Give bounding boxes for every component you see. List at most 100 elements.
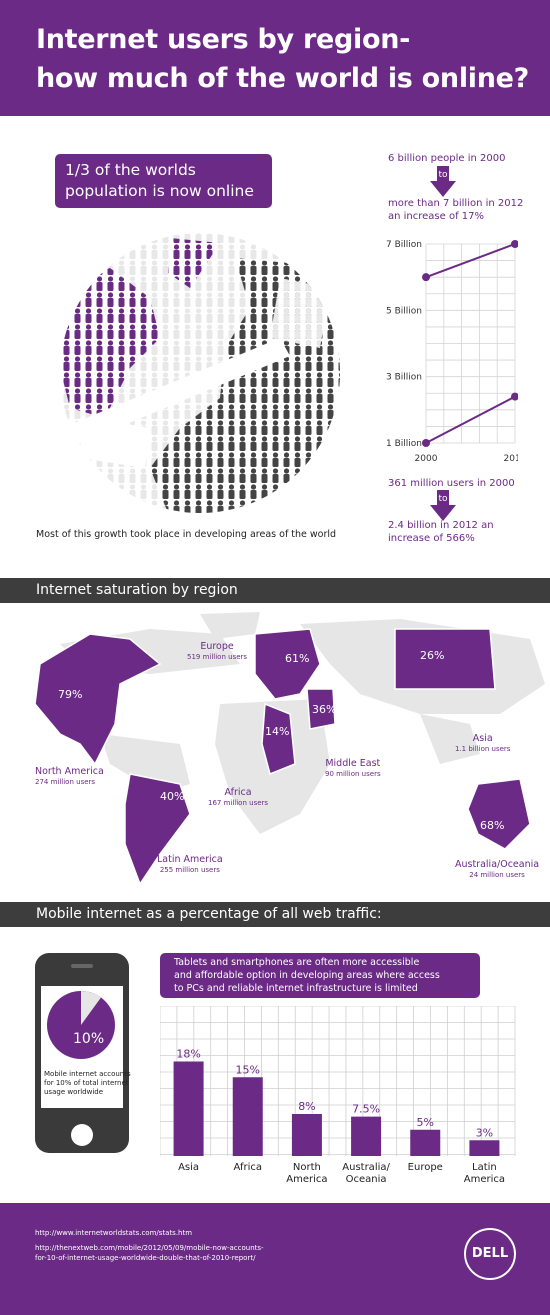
map-africa	[261, 702, 296, 776]
population-callout: 1/3 of the worlds population is now onli…	[55, 154, 272, 208]
bottom-result-line2: increase of 566%	[388, 533, 475, 544]
map-latin-america	[124, 773, 191, 886]
phone-caption: Mobile internet accounts for 10% of tota…	[44, 1070, 131, 1097]
map-asia	[394, 628, 496, 690]
europe-users: 519 million users	[187, 653, 248, 661]
bar-category-label: Australia/	[342, 1162, 390, 1173]
bar	[410, 1129, 441, 1156]
x-tick-label: 2000	[415, 454, 438, 464]
bar	[232, 1077, 263, 1156]
phone-pie-chart	[47, 991, 115, 1059]
middle-east-label: Middle East 90 million users	[325, 758, 381, 780]
down-arrow-icon	[430, 490, 456, 521]
map-middle-east	[306, 688, 336, 730]
x-tick-label: 2012	[504, 454, 518, 464]
asia-label: Asia 1.1 billion users	[455, 733, 510, 755]
phone-illustration: 10% Mobile internet accounts for 10% of …	[35, 953, 131, 1153]
line-chart-grid	[425, 243, 516, 444]
bar-category-label: North	[293, 1162, 321, 1173]
top-to-word: to	[438, 170, 448, 180]
bar-category-label: Africa	[233, 1162, 262, 1173]
bar-category-label: Oceania	[346, 1174, 387, 1185]
line-series-0	[425, 243, 516, 279]
bar-category-label: Latin	[472, 1162, 497, 1173]
phone-screen: 10% Mobile internet accounts for 10% of …	[41, 986, 131, 1108]
bar-category-label: America	[286, 1174, 327, 1185]
top-from-text: 6 billion people in 2000	[388, 153, 506, 164]
down-arrow-icon	[430, 166, 456, 197]
page-header: Internet users by region- how much of th…	[0, 0, 550, 116]
phone-pct: 10%	[73, 1031, 105, 1047]
north-america-pct: 79%	[58, 688, 83, 701]
bottom-from-text: 361 million users in 2000	[388, 478, 515, 489]
bar-value-label: 18%	[176, 1048, 200, 1061]
asia-users: 1.1 billion users	[455, 745, 511, 753]
source-link-1[interactable]: http://www.internetworldstats.com/stats.…	[35, 1229, 193, 1237]
europe-label: Europe 519 million users	[187, 641, 247, 663]
bar-value-label: 5%	[417, 1116, 434, 1129]
bar-chart-grid	[160, 1006, 516, 1156]
population-callout-line2: population is now online	[65, 182, 254, 200]
population-callout-line1: 1/3 of the worlds	[65, 161, 196, 179]
mobile-callout-line2: and affordable option in developing area…	[174, 970, 440, 981]
phone-speaker	[71, 964, 93, 968]
source-link-2-line2[interactable]: for-10-of-internet-usage-worldwide-doubl…	[35, 1254, 256, 1262]
top-result-line1: more than 7 billion in 2012	[388, 198, 524, 209]
y-tick-label: 1 Billion	[386, 439, 422, 449]
asia-name: Asia	[472, 733, 493, 744]
mobile-title-bar: Mobile internet as a percentage of all w…	[0, 902, 550, 927]
africa-label: Africa 167 million users	[208, 787, 268, 809]
bar-category-label: America	[464, 1174, 505, 1185]
bar-category-label: Asia	[178, 1162, 199, 1173]
mobile-callout-line3: to PCs and reliable internet infrastruct…	[174, 983, 418, 994]
bar-value-label: 15%	[236, 1063, 260, 1076]
middle-east-pct: 36%	[312, 703, 337, 716]
page-title-line1: Internet users by region-	[36, 24, 411, 55]
line-point	[422, 273, 430, 282]
phone-home-button	[71, 1124, 93, 1146]
middle-east-users: 90 million users	[325, 770, 381, 778]
asia-pct: 26%	[420, 649, 445, 662]
map-land-se-asia	[420, 714, 480, 764]
bar-value-label: 8%	[298, 1100, 315, 1113]
mobile-bar-chart: 18%Asia15%Africa8%NorthAmerica7.5%Austra…	[160, 1006, 516, 1185]
bar-value-label: 7.5%	[352, 1103, 380, 1116]
line-point	[511, 240, 518, 248]
saturation-title-bar: Internet saturation by region	[0, 578, 550, 603]
latin-america-users: 255 million users	[159, 866, 220, 874]
map-land-greenland	[200, 612, 260, 639]
y-tick-label: 5 Billion	[386, 306, 422, 316]
latin-america-pct: 40%	[160, 790, 185, 803]
population-line-chart: 7 Billion 5 Billion 3 Billion 1 Billion 2000…	[386, 240, 518, 464]
line-series-1	[425, 395, 516, 444]
australia-name: Australia/Oceania	[455, 859, 540, 870]
latin-america-label: Latin America 255 million users	[157, 854, 223, 876]
africa-name: Africa	[224, 787, 252, 798]
bar-value-label: 3%	[476, 1126, 493, 1139]
middle-east-name: Middle East	[325, 758, 381, 769]
map-europe	[254, 628, 321, 700]
world-map	[34, 612, 545, 886]
bar	[351, 1116, 382, 1156]
source-link-2-line1[interactable]: http://thenextweb.com/mobile/2012/05/09/…	[35, 1244, 264, 1252]
australia-pct: 68%	[480, 819, 505, 832]
pie-slice-mobile	[81, 991, 101, 1025]
bar	[469, 1140, 500, 1156]
europe-name: Europe	[200, 641, 234, 652]
bar	[291, 1114, 322, 1156]
map-australia	[467, 778, 531, 850]
australia-label: Australia/Oceania 24 million users	[455, 859, 539, 881]
mobile-callout: Tablets and smartphones are often more a…	[160, 953, 480, 998]
y-tick-label: 7 Billion	[386, 240, 422, 250]
top-result-line2: an increase of 17%	[388, 211, 485, 222]
australia-users: 24 million users	[469, 871, 525, 879]
bottom-result-line1: 2.4 billion in 2012 an	[388, 520, 494, 531]
bar-category-label: Europe	[408, 1162, 443, 1173]
bar	[173, 1061, 204, 1156]
phone-caption-line2: for 10% of total internet	[44, 1079, 129, 1087]
line-point	[422, 439, 430, 447]
europe-pct: 61%	[285, 652, 310, 665]
mobile-title: Mobile internet as a percentage of all w…	[36, 906, 382, 922]
north-america-name: North America	[35, 766, 104, 777]
bottom-to-word: to	[438, 494, 448, 504]
